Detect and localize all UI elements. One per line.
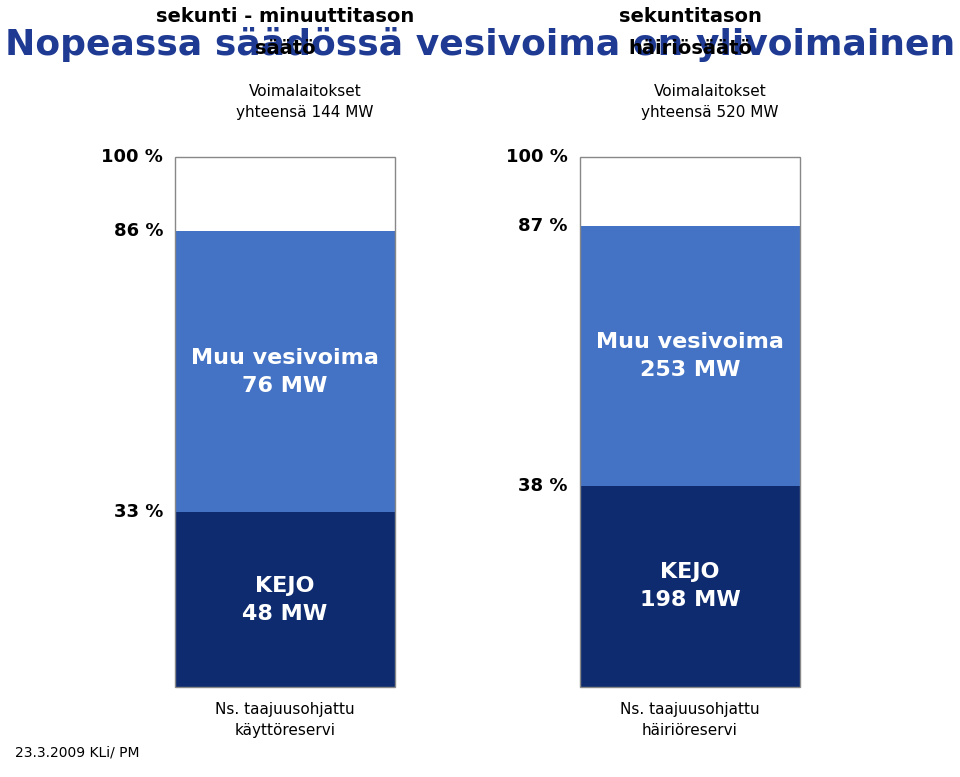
Text: KEJO
198 MW: KEJO 198 MW [639,563,740,610]
Text: 100 %: 100 % [101,148,163,166]
Text: sekunti - minuuttitason: sekunti - minuuttitason [156,8,414,26]
Bar [580,157,800,226]
Bar [175,512,395,687]
Text: 38 %: 38 % [518,476,568,495]
Text: 86 %: 86 % [113,222,163,240]
Bar [580,226,800,486]
Text: 23.3.2009 KLi/ PM: 23.3.2009 KLi/ PM [15,745,139,759]
Text: säätö: säätö [254,40,315,58]
Text: Muu vesivoima
76 MW: Muu vesivoima 76 MW [191,347,379,395]
Text: Muu vesivoima
253 MW: Muu vesivoima 253 MW [596,332,784,380]
Bar [175,157,395,687]
Bar [580,157,800,687]
Bar [580,486,800,687]
Text: 100 %: 100 % [506,148,568,166]
Text: Voimalaitokset
yhteensä 520 MW: Voimalaitokset yhteensä 520 MW [641,84,779,120]
Text: Ns. taajuusohjattu
käyttöreservi: Ns. taajuusohjattu käyttöreservi [215,702,355,738]
Text: Nopeassa säädössä vesivoima on ylivoimainen: Nopeassa säädössä vesivoima on ylivoimai… [5,27,955,62]
Bar [175,157,395,232]
Bar [175,232,395,512]
Text: sekuntitason: sekuntitason [618,8,761,26]
Text: KEJO
48 MW: KEJO 48 MW [242,576,327,624]
Text: Ns. taajuusohjattu
häiriöreservi: Ns. taajuusohjattu häiriöreservi [620,702,759,738]
Text: Voimalaitokset
yhteensä 144 MW: Voimalaitokset yhteensä 144 MW [236,84,373,120]
Text: häiriösäätö: häiriösäätö [628,40,752,58]
Text: 87 %: 87 % [518,217,568,235]
Text: 33 %: 33 % [113,503,163,521]
